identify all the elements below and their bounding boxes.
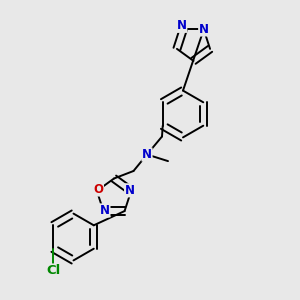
Text: N: N (177, 19, 187, 32)
Text: N: N (142, 148, 152, 161)
Text: N: N (100, 204, 110, 217)
Text: N: N (124, 184, 135, 197)
Text: N: N (199, 23, 209, 36)
Text: O: O (93, 183, 103, 196)
Text: Cl: Cl (46, 264, 60, 277)
